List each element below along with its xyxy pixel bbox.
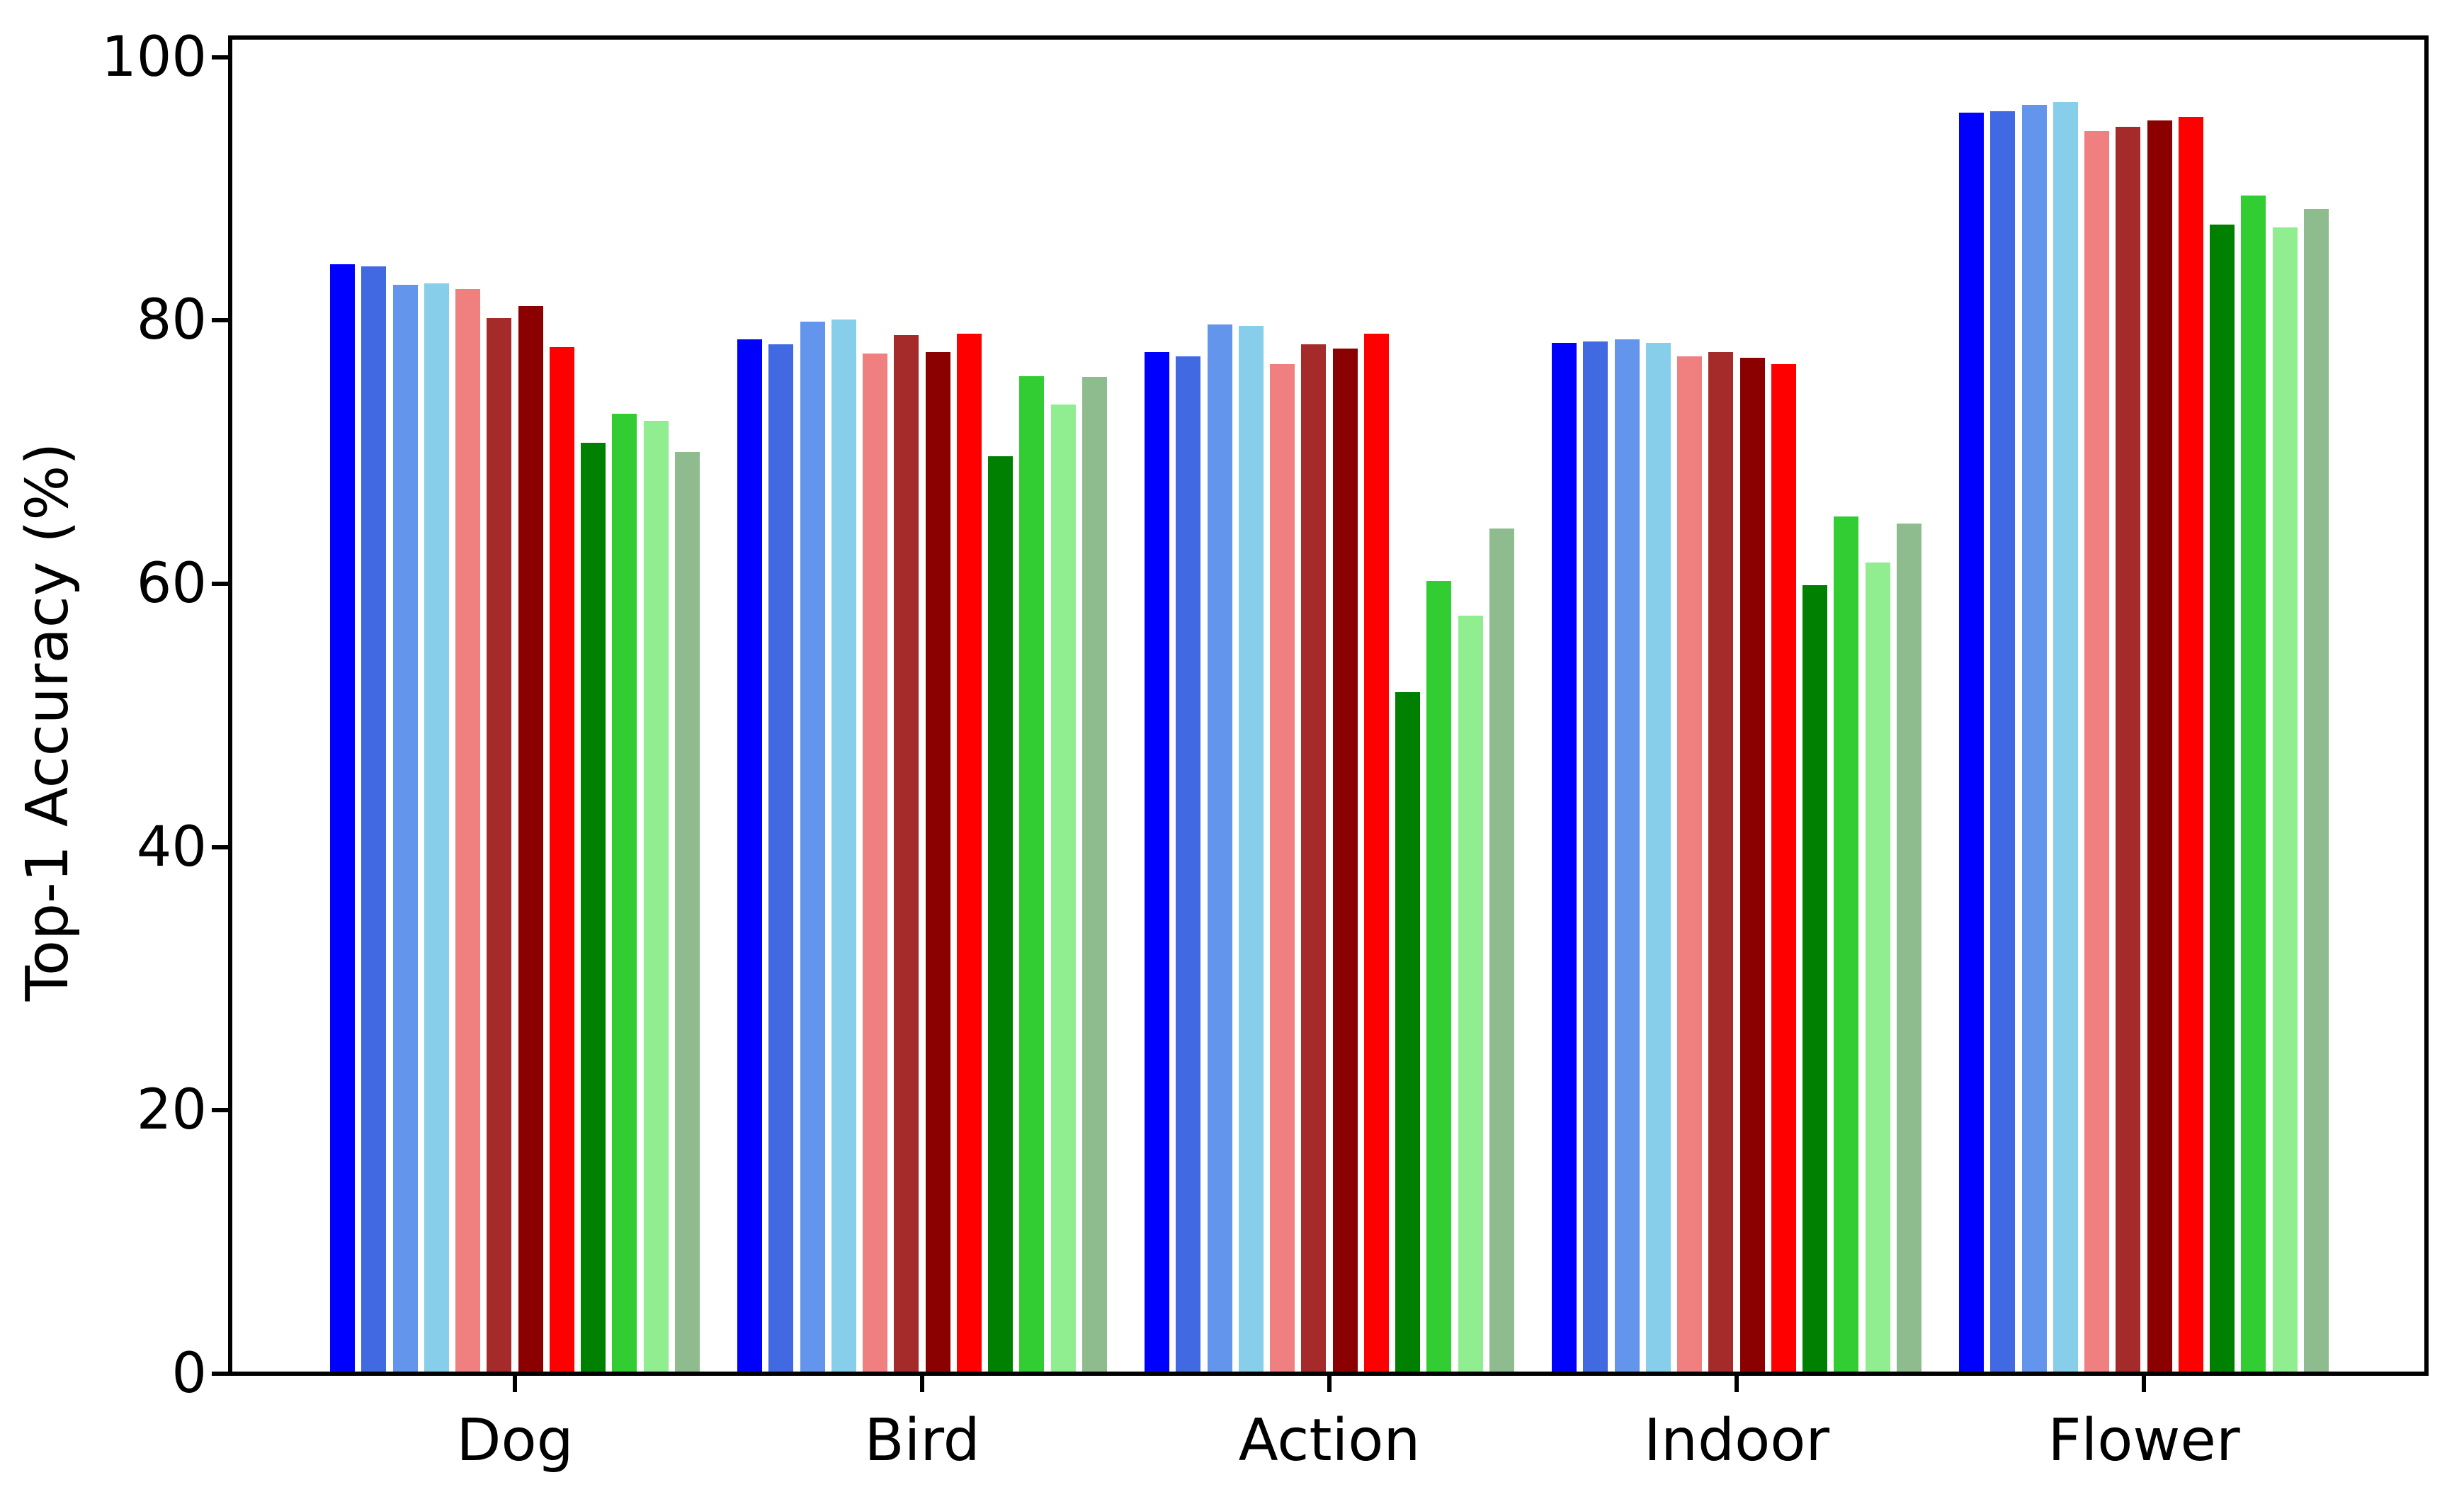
bar-red-indoor: [1771, 363, 1796, 1374]
bar-darkseagreen-action: [1489, 529, 1514, 1374]
x-tick-mark-action: [1327, 1374, 1332, 1392]
bar-lightcoral-bird: [863, 353, 888, 1374]
y-tick-label-80: 80: [136, 288, 207, 353]
y-tick-label-60: 60: [136, 552, 207, 616]
bar-limegreen-indoor: [1834, 516, 1859, 1374]
x-tick-label-action: Action: [1238, 1407, 1421, 1474]
bar-cornflowerblue-flower: [2021, 104, 2047, 1374]
bar-darkred-bird: [925, 352, 950, 1374]
x-tick-mark-indoor: [1735, 1374, 1739, 1392]
bar-skyblue-action: [1238, 325, 1264, 1374]
left-spine: [228, 35, 232, 1376]
y-tick-label-0: 0: [171, 1342, 207, 1406]
bar-limegreen-action: [1426, 581, 1452, 1374]
bar-lightcoral-action: [1270, 363, 1295, 1374]
bar-cornflowerblue-dog: [392, 285, 418, 1374]
bar-darkseagreen-flower: [2303, 208, 2329, 1374]
bar-cornflowerblue-action: [1207, 324, 1232, 1374]
bar-brown-flower: [2116, 127, 2141, 1374]
y-tick-mark-40: [212, 844, 230, 849]
bar-lightgreen-action: [1458, 615, 1483, 1374]
bar-brown-dog: [487, 317, 512, 1374]
bar-royalblue-indoor: [1583, 341, 1608, 1374]
bar-skyblue-dog: [424, 283, 449, 1374]
y-tick-mark-100: [212, 55, 230, 60]
bar-green-dog: [581, 443, 606, 1374]
bar-red-flower: [2178, 116, 2203, 1374]
bar-red-action: [1363, 334, 1389, 1374]
y-tick-mark-80: [212, 318, 230, 323]
bar-lightcoral-flower: [2084, 130, 2110, 1374]
right-spine: [2424, 35, 2429, 1376]
bar-green-bird: [988, 456, 1014, 1374]
y-axis-label: Top-1 Accuracy (%): [14, 442, 81, 1002]
bar-darkred-indoor: [1739, 357, 1765, 1374]
bar-skyblue-bird: [831, 319, 856, 1374]
x-tick-label-flower: Flower: [2048, 1407, 2240, 1474]
y-tick-label-40: 40: [136, 815, 207, 879]
bar-green-flower: [2210, 224, 2235, 1374]
bar-red-bird: [956, 334, 982, 1374]
y-tick-mark-20: [212, 1108, 230, 1113]
bar-skyblue-flower: [2053, 102, 2078, 1374]
bar-royalblue-action: [1176, 356, 1201, 1374]
bar-limegreen-bird: [1019, 375, 1045, 1374]
bar-darkseagreen-indoor: [1896, 523, 1921, 1374]
y-tick-mark-60: [212, 582, 230, 587]
x-tick-label-indoor: Indoor: [1643, 1407, 1830, 1474]
bar-lightgreen-indoor: [1865, 563, 1890, 1374]
bar-blue-bird: [737, 339, 763, 1374]
bar-skyblue-indoor: [1645, 343, 1671, 1374]
bar-darkred-dog: [518, 306, 543, 1374]
bar-brown-action: [1301, 344, 1327, 1374]
bar-blue-action: [1145, 352, 1170, 1374]
bar-darkseagreen-bird: [1081, 377, 1107, 1374]
bar-darkseagreen-dog: [674, 452, 700, 1374]
bar-lightgreen-flower: [2272, 227, 2298, 1374]
top-spine: [228, 35, 2429, 40]
bar-royalblue-flower: [1990, 111, 2016, 1374]
x-tick-label-dog: Dog: [456, 1407, 574, 1474]
x-tick-label-bird: Bird: [864, 1407, 980, 1474]
bar-royalblue-dog: [361, 266, 387, 1374]
x-tick-mark-flower: [2142, 1374, 2146, 1392]
bar-cornflowerblue-bird: [800, 322, 825, 1374]
bar-lightgreen-dog: [643, 420, 669, 1374]
bar-green-indoor: [1802, 584, 1828, 1374]
x-tick-mark-dog: [513, 1374, 517, 1392]
bar-royalblue-bird: [768, 344, 794, 1374]
bar-brown-indoor: [1708, 352, 1734, 1374]
x-tick-mark-bird: [920, 1374, 924, 1392]
bar-lightcoral-indoor: [1677, 356, 1703, 1374]
y-tick-label-100: 100: [101, 25, 207, 89]
y-tick-mark-0: [212, 1372, 230, 1376]
bar-limegreen-flower: [2241, 195, 2266, 1374]
plot-area: [230, 38, 2426, 1374]
bar-blue-dog: [330, 264, 356, 1374]
bar-cornflowerblue-indoor: [1614, 339, 1640, 1374]
y-tick-label-20: 20: [136, 1078, 207, 1143]
bar-red-dog: [549, 346, 574, 1374]
bar-brown-bird: [894, 334, 919, 1374]
bar-blue-flower: [1959, 112, 1985, 1374]
bar-darkred-flower: [2147, 120, 2172, 1374]
bar-green-action: [1395, 691, 1421, 1374]
bar-lightgreen-bird: [1050, 405, 1076, 1374]
bar-blue-indoor: [1552, 343, 1577, 1374]
bar-lightcoral-dog: [455, 288, 481, 1374]
bar-darkred-action: [1332, 348, 1358, 1374]
bar-limegreen-dog: [612, 414, 637, 1374]
